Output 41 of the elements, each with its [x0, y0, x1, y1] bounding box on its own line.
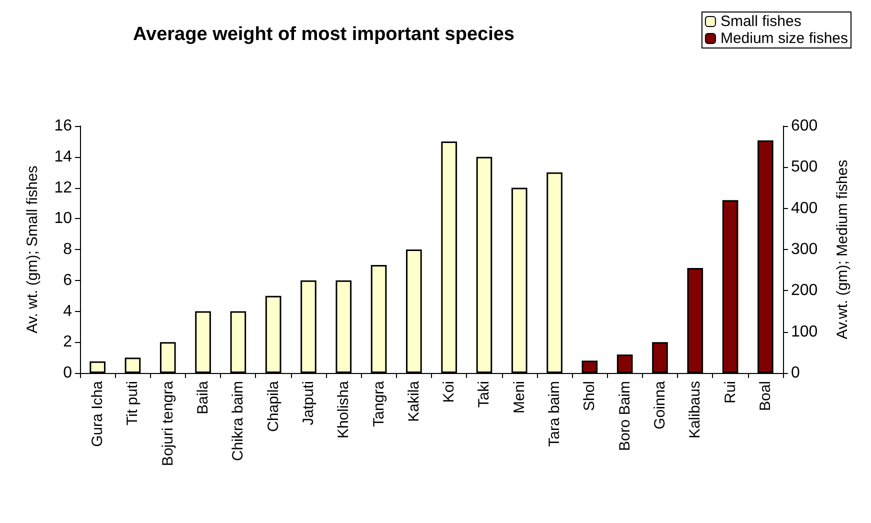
legend-label: Small fishes — [720, 13, 802, 30]
x-tick-label: Kholisha — [335, 380, 352, 439]
y2-tick-label: 600 — [791, 118, 818, 134]
y-tick-label: 14 — [54, 148, 72, 166]
x-tick-label: Koi — [440, 381, 458, 403]
y2-tick-label: 200 — [791, 282, 818, 300]
x-tick-label: Meni — [510, 381, 528, 414]
y-tick-label: 16 — [54, 118, 72, 134]
y2-tick-label: 0 — [791, 364, 800, 382]
x-tick-label: Rui — [722, 381, 739, 404]
x-tick-label: Gura Icha — [89, 380, 106, 447]
y-tick-label: 4 — [63, 302, 72, 320]
y2-tick-label: 100 — [791, 323, 818, 340]
x-tick-label: Chapila — [264, 380, 282, 432]
y2-tick-label: 400 — [791, 200, 818, 217]
y2-tick-label: 500 — [791, 158, 818, 176]
y2-axis-title: Av.wt. (gm); Medium fishes — [834, 160, 851, 340]
x-tick-label: Baila — [194, 380, 212, 414]
x-tick-label: Jatputi — [300, 381, 317, 426]
x-tick-label: Tara baim — [546, 381, 564, 447]
x-tick-label: Taki — [476, 381, 493, 408]
y-tick-label: 12 — [54, 179, 72, 196]
x-tick-label: Tit puti — [124, 381, 142, 426]
y-tick-label: 10 — [54, 210, 72, 228]
chart-title: Average weight of most important species — [133, 24, 514, 45]
y-tick-label: 0 — [63, 364, 72, 382]
x-tick-label: Shol — [581, 381, 598, 412]
legend-label: Medium size fishes — [720, 30, 848, 47]
x-tick-label: Kakila — [405, 380, 422, 422]
y-tick-label: 8 — [63, 241, 72, 258]
x-tick-label: Tangra — [370, 380, 388, 427]
x-tick-label: Kalibaus — [686, 381, 704, 439]
x-tick-label: Chikra baim — [230, 381, 247, 462]
x-tick-label: Goinna — [651, 380, 668, 430]
x-tick-label: Boal — [756, 381, 774, 412]
y-tick-label: 2 — [63, 334, 72, 351]
y-tick-label: 6 — [63, 272, 72, 289]
y-axis-title: Av. wt. (gm); Small fishes — [24, 166, 41, 334]
y2-tick-label: 300 — [791, 241, 818, 258]
x-tick-label: Boro Baim — [616, 381, 634, 452]
x-tick-label: Bojuri tengra — [159, 380, 176, 466]
